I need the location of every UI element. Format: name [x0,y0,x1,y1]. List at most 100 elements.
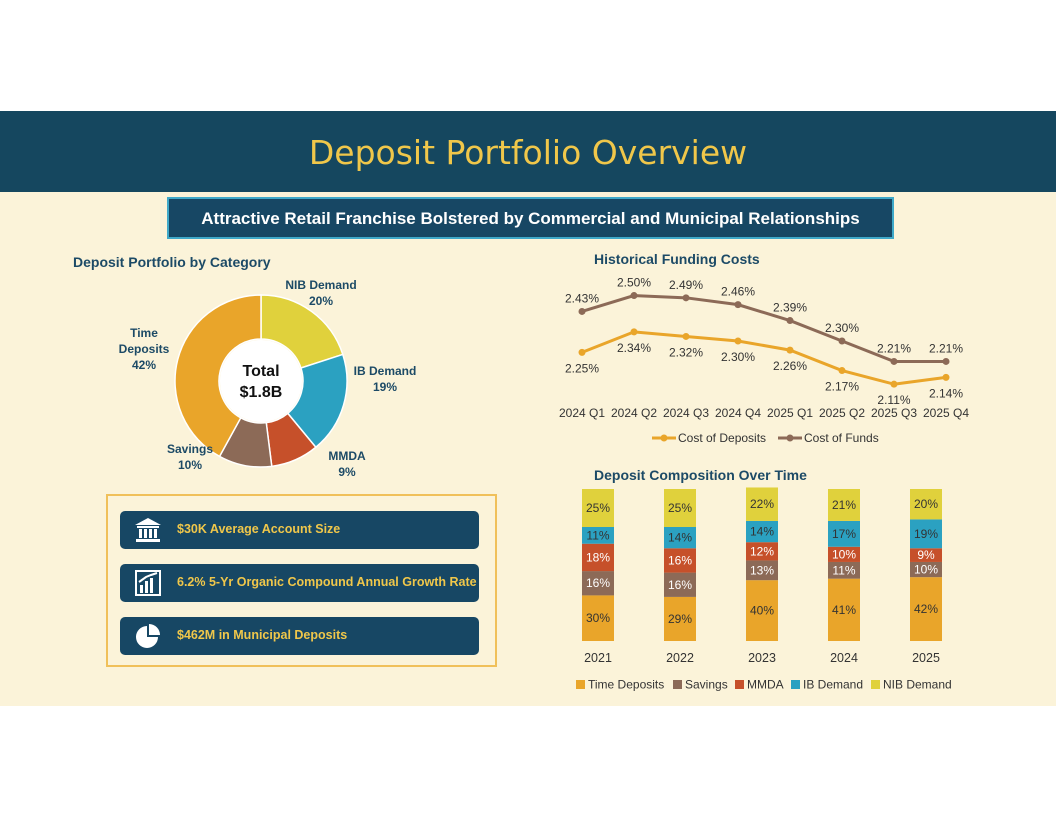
bar-segment-savings-2021 [582,571,614,596]
donut-hole [220,340,302,422]
kpi-text-municipal: $462M in Municipal Deposits [177,628,348,642]
bar-segment-mmda-2021 [582,543,614,572]
kpi-text-account-size: $30K Average Account Size [177,522,341,536]
line-data-label: 2.49% [669,278,703,292]
line-data-label: 2.21% [929,341,963,355]
line-x-tick-label: 2025 Q1 [767,406,813,420]
line-data-label: 2.30% [825,321,859,335]
bar-x-tick-label: 2025 [912,651,940,665]
bar-data-label: 42% [914,602,938,616]
legend-label-time-deposits: Time Deposits [588,678,664,692]
donut-label-savings: Savings 10% [166,442,214,472]
line-chart: 2.25% 2.34% 2.32% 2.30% 2.26% 2.17% 2.11% 2.14%… [559,276,969,445]
growth-chart-icon [135,570,161,596]
line-data-label: 2.17% [825,380,859,394]
line-series-cost-of-funds [581,294,946,363]
bar-data-label: 13% [750,563,774,577]
bar-data-label: 30% [586,611,610,625]
line-x-tick-label: 2025 Q2 [819,406,865,420]
line-point-cost-of-deposits-3 [734,337,742,345]
bar-segment-mmda-2025 [910,548,942,562]
bar-data-label: 25% [586,501,610,515]
line-data-label: 2.39% [773,301,807,315]
bar-segment-time-deposits-2023 [746,580,778,641]
kpi-frame [106,494,497,667]
bar-data-label: 16% [668,578,692,592]
line-point-cost-of-deposits-2 [682,332,690,340]
legend-marker-cost-of-deposits [660,434,668,442]
bar-data-label: 17% [832,527,856,541]
legend-swatch-nib-demand [871,680,880,689]
line-point-cost-of-funds-1 [630,292,638,300]
kpi-text-growth-rate: 6.2% 5-Yr Organic Compound Annual Growth… [177,575,477,589]
bar-x-tick-label: 2022 [666,651,694,665]
bar-segment-nib-demand-2021 [582,489,614,527]
bar-segment-ib-demand-2021 [582,527,614,544]
bar-segment-savings-2022 [664,572,696,597]
line-data-label: 2.25% [565,361,599,375]
legend-swatch-mmda [735,680,744,689]
bar-data-label: 16% [668,553,692,567]
line-point-cost-of-deposits-6 [890,380,898,388]
line-data-label: 2.32% [669,345,703,359]
bar-segment-nib-demand-2024 [828,489,860,521]
line-series-cost-of-deposits [581,330,947,386]
legend-swatch-ib-demand [791,680,800,689]
bank-icon [135,518,161,542]
line-point-cost-of-deposits-5 [838,367,846,375]
bar-data-label: 20% [914,497,938,511]
line-data-label: 2.14% [929,386,963,400]
line-point-cost-of-deposits-0 [578,348,586,356]
line-data-label: 2.30% [721,350,755,364]
bar-data-label: 11% [586,528,609,542]
line-x-tick-label: 2024 Q4 [715,406,761,420]
line-point-cost-of-deposits-4 [786,346,794,354]
legend-swatch-time-deposits [576,680,585,689]
bar-data-label: 25% [668,501,692,515]
donut-chart: Total $1.8B [174,294,348,468]
bar-chart-title: Deposit Composition Over Time [594,467,807,483]
bar-data-label: 16% [586,576,610,590]
legend-label-nib-demand: NIB Demand [883,678,952,692]
kpi-card-account-size: $30K Average Account Size [120,511,479,549]
bar-data-label: 41% [832,603,856,617]
donut-center-label: Total [242,363,279,380]
line-x-tick-label: 2025 Q4 [923,406,969,420]
line-data-label: 2.43% [565,291,599,305]
bar-data-label: 40% [750,604,774,618]
line-data-label: 2.46% [721,285,755,299]
bar-segment-ib-demand-2023 [746,520,778,543]
bar-data-label: 22% [750,497,774,511]
donut-label-nib-demand: NIB Demand 20% [285,278,357,308]
line-point-cost-of-funds-4 [786,317,794,325]
bar-data-label: 29% [668,612,692,626]
legend-label-savings: Savings [685,678,728,692]
bar-x-tick-label: 2023 [748,651,776,665]
donut-label-ib-demand: IB Demand 19% [353,364,417,394]
bar-segment-time-deposits-2025 [910,577,942,641]
stacked-bar-chart: 30% 16% 18% 11% 25% 2021 29% 16% 16% 14% 25% 2022 40… [576,487,952,692]
pie-chart-icon [136,624,160,648]
line-x-tick-label: 2025 Q3 [871,406,917,420]
kpi-card-municipal: $462M in Municipal Deposits [120,617,479,655]
donut-label-time-deposits: Time Deposits 42% [118,326,170,372]
page-title: Deposit Portfolio Overview [308,133,748,172]
bar-segment-ib-demand-2024 [828,520,860,547]
subtitle-text: Attractive Retail Franchise Bolstered by… [201,209,860,228]
line-point-cost-of-funds-5 [838,337,846,345]
line-data-label: 2.11% [877,393,910,407]
bar-data-label: 10% [832,547,856,561]
bar-data-label: 10% [914,563,938,577]
donut-chart-title: Deposit Portfolio by Category [73,254,271,270]
line-point-cost-of-deposits-7 [942,373,950,381]
bar-segment-nib-demand-2022 [664,489,696,527]
line-point-cost-of-funds-2 [682,294,690,302]
line-point-cost-of-funds-0 [578,307,586,315]
bar-segment-mmda-2023 [746,542,778,561]
line-data-label: 2.50% [617,276,651,290]
donut-slice-time-deposits [174,294,262,458]
slide: Deposit Portfolio Overview Attractive Re… [0,111,1056,706]
legend-label-mmda: MMDA [747,678,784,692]
donut-label-mmda: MMDA 9% [328,449,366,479]
line-x-tick-label: 2024 Q1 [559,406,605,420]
